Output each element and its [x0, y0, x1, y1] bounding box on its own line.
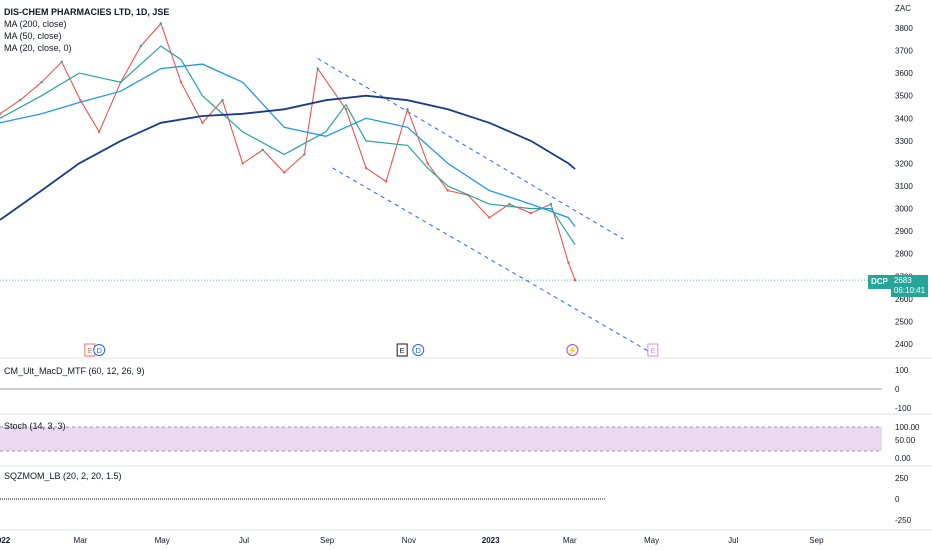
stoch-label: Stoch (14, 3, 3): [4, 421, 66, 431]
ma200-label: MA (200, close): [4, 19, 67, 29]
event-marker-earnings: E: [396, 343, 408, 357]
close-point: [60, 60, 63, 64]
close-point: [159, 22, 163, 25]
price-tick-label: 2800: [895, 250, 913, 259]
chart-title: DIS-CHEM PHARMACIES LTD, 1D, JSE: [4, 7, 170, 17]
x-tick-label: 2023: [482, 536, 500, 545]
price-tick-label: 3600: [895, 69, 913, 78]
macd-tick-label: 0: [895, 385, 900, 394]
series-line-close: [0, 22, 576, 281]
event-marker-split: ⚡: [566, 344, 579, 356]
price-tick-label: 3800: [895, 24, 913, 33]
event-marker-letter: E: [87, 346, 92, 355]
close-point: [18, 99, 22, 102]
x-tick-label: Sep: [809, 536, 824, 545]
event-marker-letter: ⚡: [568, 346, 577, 355]
ma50-label: MA (50, close): [4, 31, 62, 41]
trend-channel-lower: [332, 167, 652, 354]
close-point: [79, 99, 82, 102]
close-point: [241, 162, 244, 165]
close-point: [40, 80, 43, 84]
close-point: [426, 162, 429, 165]
event-marker-dividend: D: [93, 344, 106, 356]
series-line-ma-50-close: [0, 63, 576, 227]
price-tick-label: 2900: [895, 227, 913, 236]
close-point: [406, 108, 409, 111]
close-point: [139, 44, 142, 48]
close-point: [303, 153, 306, 156]
x-tick-label: Jul: [728, 536, 738, 545]
sqz-tick-label: 0: [895, 495, 900, 504]
stoch-tick-label: 0.00: [895, 454, 911, 463]
price-badge-price: 2683: [893, 276, 912, 285]
close-point: [283, 171, 286, 174]
x-tick-label: Mar: [74, 536, 88, 545]
sqz-label: SQZMOM_LB (20, 2, 20, 1.5): [4, 471, 122, 481]
close-point: [344, 108, 348, 111]
close-point: [364, 166, 368, 170]
price-tick-label: 2400: [895, 340, 913, 349]
close-point: [488, 216, 491, 219]
close-point: [221, 99, 224, 102]
x-tick-label: Jul: [239, 536, 249, 545]
macd-label: CM_Ult_MacD_MTF (60, 12, 26, 9): [4, 366, 145, 376]
event-marker-letter: D: [96, 346, 102, 355]
close-point: [179, 80, 183, 84]
event-marker-box: [647, 343, 659, 357]
price-tick-label: 3100: [895, 182, 913, 191]
stoch-band: [0, 427, 882, 451]
event-marker-circle: [93, 344, 106, 356]
close-point: [446, 189, 449, 192]
sqz-tick-label: -250: [895, 516, 912, 525]
close-point: [201, 121, 204, 125]
close-point: [384, 180, 388, 183]
event-marker-letter: E: [650, 346, 655, 355]
x-tick-label: Sep: [320, 536, 335, 545]
x-tick-label: 2022: [0, 536, 11, 545]
event-marker-box: [396, 343, 408, 357]
macd-tick-label: -100: [895, 404, 912, 413]
close-point: [573, 278, 577, 282]
price-tick-label: 3500: [895, 92, 913, 101]
price-badge-countdown: 06:10:41: [893, 286, 926, 295]
trend-channel-upper: [317, 58, 624, 240]
close-point: [567, 261, 570, 264]
sqz-tick-label: 250: [895, 474, 909, 483]
event-marker-letter: E: [400, 346, 405, 355]
event-marker-letter: D: [416, 346, 422, 355]
price-tick-label: 2600: [895, 295, 913, 304]
price-badge-symbol: DCP: [868, 275, 891, 289]
event-marker-circle: [566, 344, 579, 356]
event-marker-earnings: E: [647, 343, 659, 357]
stoch-tick-label: 100.00: [895, 423, 920, 432]
price-tick-label: 3000: [895, 205, 913, 214]
macd-tick-label: 100: [895, 366, 909, 375]
close-point: [549, 202, 553, 206]
price-tick-label: 3700: [895, 47, 913, 56]
price-tick-label: 2500: [895, 317, 913, 326]
last-price-badge: DCP 2683 06:10:41: [868, 275, 929, 297]
close-point: [261, 148, 264, 152]
series-line-ma-200-close: [0, 94, 576, 221]
close-point: [508, 202, 511, 206]
series-line-ma-20-close-0: [0, 45, 576, 246]
price-tick-label: 3400: [895, 114, 913, 123]
x-tick-label: Mar: [563, 536, 577, 545]
close-point: [316, 67, 319, 70]
price-tick-label: 3200: [895, 159, 913, 168]
close-point: [98, 130, 101, 134]
close-point: [0, 112, 2, 115]
price-badge-box: 2683 06:10:41: [890, 275, 929, 297]
ma20-label: MA (20, close, 0): [4, 43, 72, 53]
x-tick-label: May: [644, 536, 659, 545]
close-point: [529, 211, 533, 215]
x-tick-label: Nov: [402, 536, 416, 545]
event-marker-circle: [412, 344, 425, 356]
stoch-tick-label: 50.00: [895, 436, 916, 445]
price-tick-label: 3300: [895, 137, 913, 146]
event-marker-dividend: D: [412, 344, 425, 356]
x-tick-label: May: [155, 536, 170, 545]
currency-label: ZAC: [895, 4, 911, 13]
